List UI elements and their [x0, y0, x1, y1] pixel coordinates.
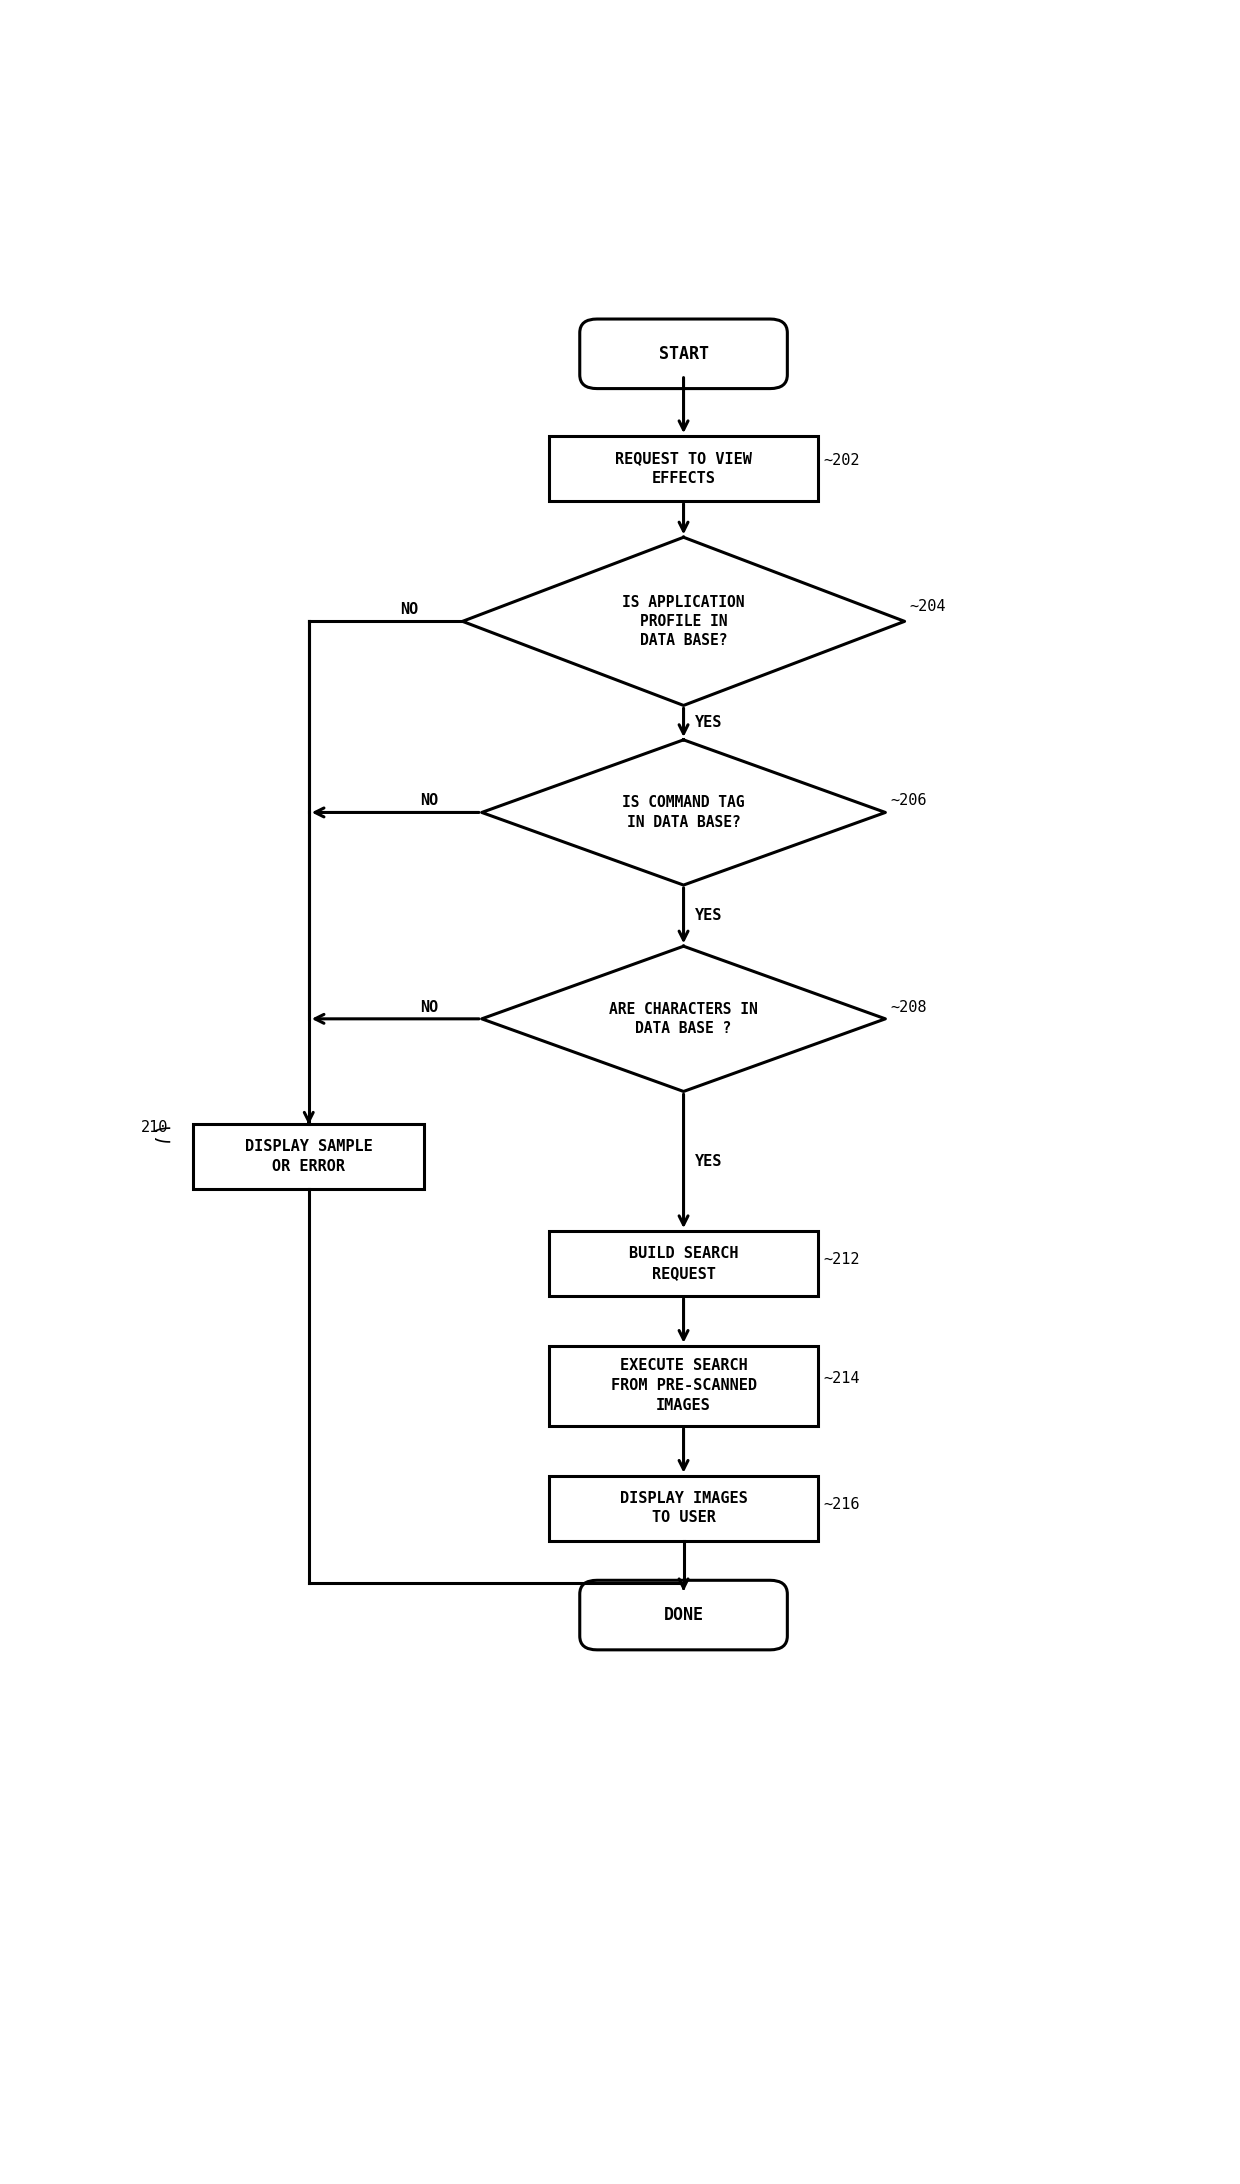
Text: DISPLAY SAMPLE
OR ERROR: DISPLAY SAMPLE OR ERROR — [244, 1140, 373, 1173]
Bar — [549, 1476, 818, 1540]
Text: DONE: DONE — [663, 1605, 703, 1625]
Text: ~216: ~216 — [823, 1496, 859, 1511]
Text: DISPLAY IMAGES
TO USER: DISPLAY IMAGES TO USER — [620, 1492, 748, 1524]
Text: NO: NO — [420, 1000, 438, 1016]
Text: YES: YES — [696, 909, 723, 924]
Text: NO: NO — [420, 793, 438, 808]
Text: ~208: ~208 — [890, 1000, 926, 1016]
Text: EXECUTE SEARCH
FROM PRE-SCANNED
IMAGES: EXECUTE SEARCH FROM PRE-SCANNED IMAGES — [610, 1358, 756, 1413]
FancyBboxPatch shape — [580, 319, 787, 389]
FancyBboxPatch shape — [580, 1581, 787, 1649]
Text: IS COMMAND TAG
IN DATA BASE?: IS COMMAND TAG IN DATA BASE? — [622, 795, 745, 830]
Text: ~202: ~202 — [823, 454, 859, 467]
Bar — [549, 1232, 818, 1295]
Bar — [549, 1345, 818, 1426]
Text: IS APPLICATION
PROFILE IN
DATA BASE?: IS APPLICATION PROFILE IN DATA BASE? — [622, 594, 745, 649]
Text: BUILD SEARCH
REQUEST: BUILD SEARCH REQUEST — [629, 1247, 738, 1280]
Text: ARE CHARACTERS IN
DATA BASE ?: ARE CHARACTERS IN DATA BASE ? — [609, 1002, 758, 1035]
Text: ~214: ~214 — [823, 1372, 859, 1385]
Text: REQUEST TO VIEW
EFFECTS: REQUEST TO VIEW EFFECTS — [615, 452, 751, 485]
Text: START: START — [658, 345, 708, 363]
Text: YES: YES — [696, 1153, 723, 1168]
Text: 210: 210 — [140, 1120, 167, 1136]
Text: ~204: ~204 — [909, 598, 946, 614]
Bar — [193, 1125, 424, 1188]
Text: YES: YES — [696, 714, 723, 729]
Text: ~206: ~206 — [890, 793, 926, 808]
Text: NO: NO — [401, 603, 419, 618]
Text: ~212: ~212 — [823, 1251, 859, 1267]
Bar — [549, 437, 818, 500]
